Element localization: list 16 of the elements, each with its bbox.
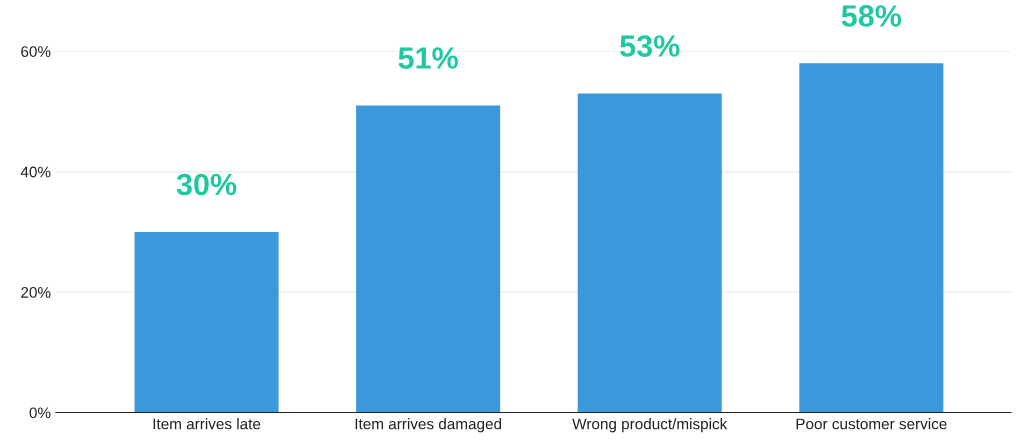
bar	[799, 63, 944, 413]
x-tick-label: Poor customer service	[796, 418, 947, 430]
data-label: 58%	[841, 5, 902, 27]
y-tick-label: 20%	[21, 287, 51, 298]
bar	[134, 231, 279, 413]
x-tick-label: Wrong product/mispick	[572, 418, 728, 433]
bar	[356, 105, 501, 413]
y-tick-label: 40%	[20, 166, 51, 178]
x-tick-label: Item arrives late	[153, 418, 261, 430]
y-tick-label: 0%	[29, 407, 51, 419]
data-label: 53%	[620, 35, 680, 57]
x-tick-label: Item arrives damaged	[355, 418, 502, 433]
data-label: 51%	[398, 47, 458, 69]
y-tick-label: 60%	[21, 46, 51, 57]
bar	[577, 93, 722, 413]
data-label: 30%	[176, 173, 237, 196]
